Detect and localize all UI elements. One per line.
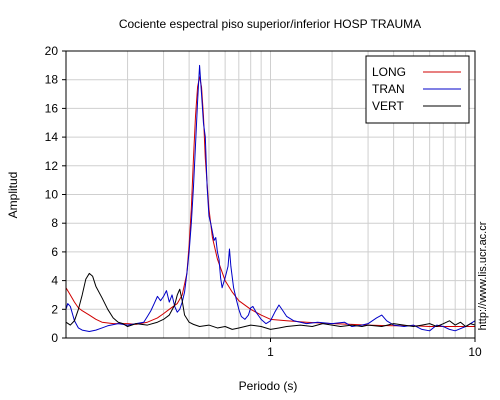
y-axis-label: Amplitud	[6, 172, 20, 219]
x-axis-label: Periodo (s)	[239, 379, 298, 393]
y-tick-label: 8	[51, 216, 58, 230]
legend-label-vert: VERT	[372, 99, 404, 113]
y-tick-label: 2	[51, 302, 58, 316]
series-line-vert	[65, 272, 476, 330]
legend-label-long: LONG	[372, 65, 406, 79]
series-group	[65, 64, 476, 333]
chart-title: Cociente espectral piso superior/inferio…	[119, 17, 421, 31]
x-axis-ticks: 1 10	[267, 338, 482, 359]
legend: LONG TRAN VERT	[365, 55, 470, 124]
y-tick-label: 16	[45, 101, 59, 115]
y-tick-label: 14	[45, 130, 59, 144]
y-tick-label: 18	[45, 73, 59, 87]
y-tick-label: 12	[45, 159, 59, 173]
series-line-tran	[65, 64, 476, 333]
x-tick-label: 10	[468, 345, 482, 359]
y-tick-label: 4	[51, 274, 58, 288]
y-tick-label: 6	[51, 245, 58, 259]
side-url-text: http://www.lis.ucr.ac.cr	[477, 221, 489, 330]
legend-items: LONG TRAN VERT	[372, 65, 461, 113]
y-axis-ticks: 0 2 4 6 8 10 12 14 16 18 20	[45, 44, 66, 345]
y-tick-label: 0	[51, 331, 58, 345]
y-tick-label: 10	[45, 188, 59, 202]
y-tick-label: 20	[45, 44, 59, 58]
x-tick-label: 1	[267, 345, 274, 359]
legend-label-tran: TRAN	[372, 82, 405, 96]
